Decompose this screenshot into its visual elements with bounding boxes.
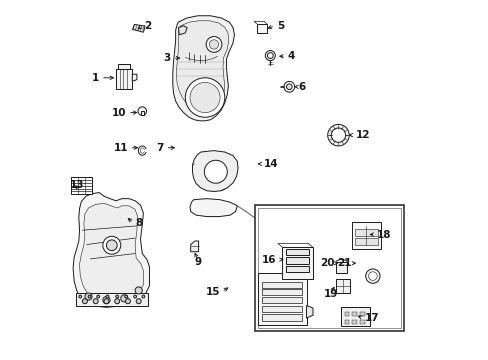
- Polygon shape: [190, 241, 198, 252]
- Circle shape: [82, 299, 87, 304]
- Bar: [70, 177, 92, 194]
- Text: 8: 8: [135, 218, 142, 228]
- Polygon shape: [132, 24, 145, 32]
- Polygon shape: [118, 64, 130, 69]
- Bar: [352, 320, 356, 324]
- Polygon shape: [183, 50, 219, 65]
- Circle shape: [116, 295, 119, 298]
- Circle shape: [286, 84, 292, 90]
- Text: 21: 21: [337, 258, 351, 268]
- Text: 2: 2: [144, 21, 151, 31]
- Text: 7: 7: [156, 143, 163, 153]
- Bar: [76, 293, 147, 306]
- Polygon shape: [336, 279, 349, 293]
- Circle shape: [190, 82, 220, 113]
- Circle shape: [138, 107, 146, 116]
- Text: 5: 5: [276, 21, 284, 31]
- Text: 10: 10: [111, 108, 126, 118]
- Text: 14: 14: [264, 159, 278, 169]
- Polygon shape: [132, 74, 137, 81]
- Circle shape: [330, 128, 345, 142]
- Polygon shape: [73, 193, 149, 307]
- Text: 20: 20: [319, 258, 333, 268]
- Text: 16: 16: [262, 255, 276, 265]
- Bar: [255, 205, 403, 330]
- Circle shape: [88, 295, 91, 298]
- Bar: [258, 208, 400, 328]
- Polygon shape: [172, 16, 234, 121]
- Polygon shape: [258, 273, 306, 325]
- Polygon shape: [336, 262, 346, 273]
- Polygon shape: [141, 111, 143, 116]
- Text: 9: 9: [194, 257, 201, 267]
- Bar: [262, 306, 302, 312]
- Bar: [285, 266, 308, 272]
- Circle shape: [97, 295, 100, 298]
- Circle shape: [124, 295, 127, 298]
- Circle shape: [368, 272, 376, 280]
- Bar: [360, 312, 364, 316]
- Polygon shape: [341, 307, 369, 326]
- Circle shape: [133, 295, 136, 298]
- Bar: [360, 320, 364, 324]
- Circle shape: [79, 295, 81, 298]
- Text: 4: 4: [287, 51, 294, 61]
- Circle shape: [106, 240, 117, 251]
- Polygon shape: [306, 306, 312, 318]
- Circle shape: [121, 295, 128, 302]
- Circle shape: [85, 293, 92, 300]
- Polygon shape: [190, 199, 237, 217]
- Text: 18: 18: [376, 230, 391, 239]
- Polygon shape: [80, 203, 143, 301]
- Polygon shape: [282, 247, 312, 279]
- Polygon shape: [351, 222, 380, 249]
- Text: 17: 17: [364, 313, 379, 323]
- Circle shape: [209, 40, 218, 49]
- Text: 11: 11: [113, 143, 128, 153]
- Text: 12: 12: [355, 130, 369, 140]
- Circle shape: [365, 269, 379, 283]
- Polygon shape: [178, 26, 187, 35]
- Bar: [262, 282, 302, 288]
- Circle shape: [265, 50, 275, 60]
- Polygon shape: [116, 69, 132, 89]
- Circle shape: [284, 81, 294, 92]
- Bar: [352, 312, 356, 316]
- Text: 1: 1: [92, 73, 99, 83]
- Circle shape: [93, 299, 98, 304]
- Circle shape: [206, 37, 222, 52]
- Circle shape: [104, 299, 109, 304]
- Bar: [344, 320, 348, 324]
- Circle shape: [102, 297, 110, 304]
- Bar: [262, 314, 302, 320]
- Bar: [285, 257, 308, 264]
- Circle shape: [136, 299, 141, 304]
- Bar: [262, 289, 302, 296]
- Circle shape: [327, 125, 348, 146]
- Text: 19: 19: [324, 289, 338, 300]
- Bar: [285, 249, 308, 255]
- Circle shape: [185, 78, 224, 117]
- Circle shape: [267, 53, 273, 58]
- Circle shape: [102, 236, 121, 254]
- Bar: [262, 297, 302, 303]
- Circle shape: [204, 160, 227, 183]
- Polygon shape: [192, 150, 238, 192]
- Text: 13: 13: [69, 180, 84, 190]
- Circle shape: [115, 299, 120, 304]
- Polygon shape: [257, 24, 266, 33]
- Circle shape: [125, 299, 130, 304]
- Circle shape: [106, 295, 109, 298]
- Polygon shape: [176, 21, 228, 112]
- Bar: [344, 312, 348, 316]
- Text: 6: 6: [298, 82, 305, 92]
- Bar: [354, 238, 377, 245]
- Text: 3: 3: [163, 53, 171, 63]
- Text: 15: 15: [205, 287, 220, 297]
- Circle shape: [142, 295, 144, 298]
- Bar: [354, 229, 377, 236]
- Circle shape: [135, 287, 142, 294]
